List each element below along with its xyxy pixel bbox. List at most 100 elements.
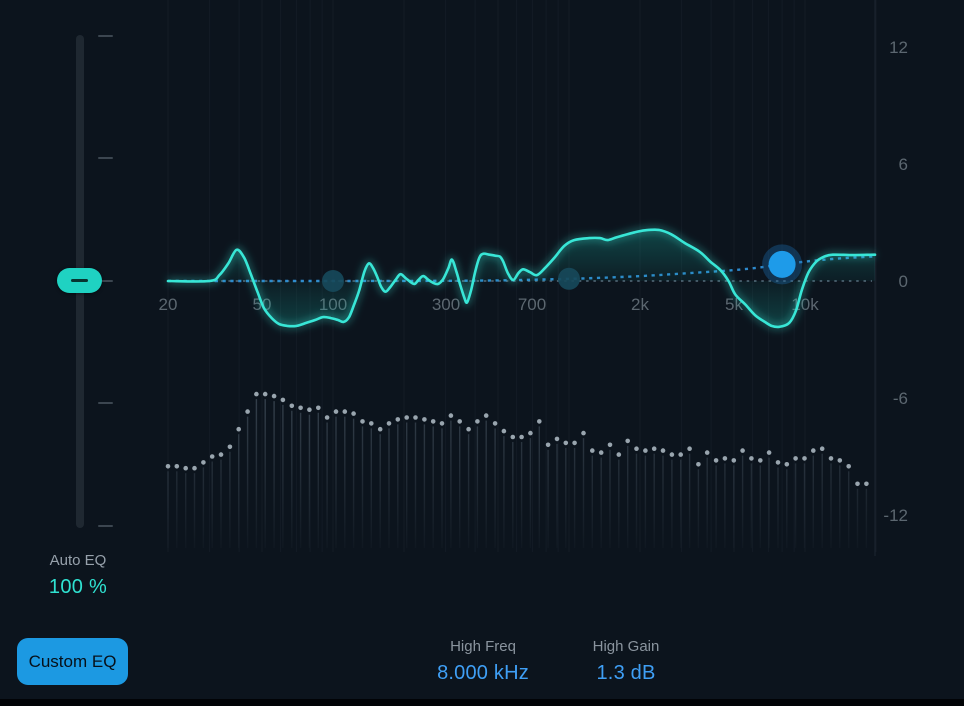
db-tick-label-0: 0 [899, 272, 908, 291]
high-gain-value[interactable]: 1.3 dB [596, 662, 656, 684]
auto-eq-label: Auto EQ [49, 552, 107, 569]
spectrum-peak-dot [855, 481, 860, 487]
high-freq-label: High Freq [450, 638, 516, 655]
auto-eq-value[interactable]: 100 % [48, 576, 108, 598]
spectrum-peak-dot [183, 465, 188, 471]
slider-handle[interactable] [57, 268, 102, 293]
slider-tick--12db [98, 525, 113, 527]
spectrum-peak-dot [811, 448, 816, 453]
spectrum-peak-dot [643, 448, 648, 453]
spectrum-peak-dot [413, 415, 418, 420]
db-axis-labels: 12 6 0 -6 -12 [883, 38, 908, 525]
freq-tick-label-20: 20 [159, 295, 178, 314]
spectrum-peak-dot [669, 452, 675, 457]
spectrum-analyzer [165, 391, 869, 548]
spectrum-peak-dot [448, 413, 454, 418]
spectrum-peak-dot [351, 411, 356, 416]
spectrum-peak-dot [236, 426, 241, 432]
spectrum-peak-dot [660, 448, 666, 453]
spectrum-peak-dot [227, 444, 233, 450]
spectrum-peak-dot [439, 421, 445, 426]
spectrum-peak-dot [687, 446, 692, 452]
spectrum-peak-dot [519, 434, 524, 440]
spectrum-peak-dot [749, 456, 754, 461]
high-gain-label: High Gain [592, 638, 660, 655]
spectrum-peak-dot [316, 405, 321, 411]
spectrum-peak-dot [298, 405, 303, 411]
spectrum-peak-dot [545, 442, 551, 448]
spectrum-peak-dot [492, 421, 498, 426]
spectrum-peak-dot [731, 458, 737, 463]
high-gain-readout: High Gain 1.3 dB [556, 638, 696, 685]
freq-tick-label-700: 700 [518, 295, 546, 314]
spectrum-peak-dot [793, 456, 798, 461]
spectrum-peak-dot [740, 448, 745, 453]
spectrum-peak-dot [572, 440, 577, 446]
spectrum-peak-dot [360, 419, 365, 424]
spectrum-peak-dot [607, 442, 613, 448]
spectrum-peak-dot [457, 419, 463, 424]
db-tick-label--12: -12 [883, 506, 908, 525]
spectrum-peak-dot [802, 456, 807, 461]
spectrum-peak-dot [395, 417, 401, 422]
spectrum-peak-dot [165, 464, 171, 469]
spectrum-peak-dot [333, 409, 339, 414]
spectrum-peak-dot [704, 450, 710, 455]
spectrum-peak-dot [324, 415, 330, 420]
db-tick-label-12: 12 [889, 38, 908, 57]
slider-tick-6db [98, 157, 113, 159]
spectrum-peak-dot [510, 434, 516, 440]
window-bottom-edge [0, 699, 964, 706]
spectrum-peak-dot [262, 391, 268, 397]
slider-tick--6db [98, 402, 113, 404]
spectrum-peak-dot [819, 446, 825, 452]
low-control-handle[interactable] [322, 270, 344, 292]
spectrum-peak-dot [307, 407, 312, 413]
spectrum-peak-dot [201, 460, 206, 465]
spectrum-peak-dot [678, 452, 683, 457]
spectrum-peak-dot [466, 426, 471, 432]
spectrum-peak-dot [625, 438, 630, 444]
spectrum-peak-dot [696, 462, 701, 467]
spectrum-peak-dot [846, 464, 851, 469]
high-freq-value[interactable]: 8.000 kHz [437, 662, 529, 684]
high-freq-readout: High Freq 8.000 kHz [403, 638, 563, 685]
spectrum-peak-dot [554, 436, 560, 442]
spectrum-peak-dot [245, 409, 250, 414]
freq-tick-label-2k: 2k [631, 295, 649, 314]
spectrum-peak-dot [218, 452, 224, 457]
db-tick-label-6: 6 [899, 155, 908, 174]
spectrum-peak-dot [342, 409, 348, 414]
custom-eq-button[interactable]: Custom EQ [17, 638, 128, 685]
spectrum-peak-dot [475, 419, 480, 424]
spectrum-peak-dot [404, 415, 410, 420]
spectrum-peak-dot [430, 419, 436, 424]
db-tick-label--6: -6 [893, 389, 908, 408]
spectrum-peak-dot [369, 421, 374, 426]
spectrum-peak-dot [537, 419, 542, 424]
slider-tick-12db [98, 35, 113, 37]
slider-handle-grip-icon [71, 279, 88, 282]
high-control-handle[interactable] [768, 250, 796, 278]
spectrum-peak-dot [713, 458, 719, 463]
spectrum-peak-dot [563, 440, 569, 446]
spectrum-peak-dot [289, 403, 295, 409]
spectrum-peak-dot [837, 458, 843, 463]
spectrum-peak-dot [192, 465, 197, 471]
spectrum-peak-dot [651, 446, 657, 452]
spectrum-peak-dot [528, 430, 533, 436]
freq-tick-label-300: 300 [432, 295, 460, 314]
spectrum-peak-dot [483, 413, 489, 418]
spectrum-peak-dot [377, 426, 383, 432]
spectrum-peak-dot [581, 430, 586, 436]
spectrum-peak-dot [775, 460, 781, 465]
spectrum-peak-dot [598, 450, 604, 455]
spectrum-peak-dot [864, 481, 869, 487]
spectrum-peak-dot [209, 454, 215, 459]
spectrum-peak-dot [616, 452, 622, 457]
spectrum-peak-dot [280, 397, 286, 403]
spectrum-peak-dot [828, 456, 834, 461]
slider-tick-0db [98, 280, 113, 282]
mid-control-handle[interactable] [558, 267, 580, 290]
